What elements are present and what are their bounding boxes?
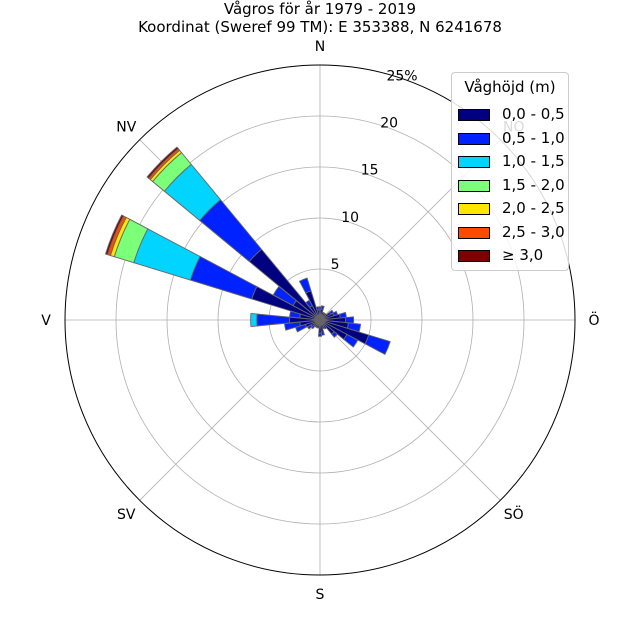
radial-tick-label: 15	[361, 163, 379, 179]
legend-swatch	[458, 203, 490, 215]
rose-bar-segment	[298, 277, 312, 294]
rose-bar-segment	[344, 316, 355, 324]
direction-label: S	[316, 587, 325, 603]
rose-bar-segment	[317, 332, 323, 337]
legend-label: 0,5 - 1,0	[502, 128, 565, 147]
rose-bar-segment	[250, 312, 258, 328]
legend-swatch	[458, 132, 490, 145]
legend: Våghöjd (m) 0,0 - 0,5 0,5 - 1,0 1,0 - 1,5 1…	[451, 72, 569, 271]
rose-bar-segment	[343, 333, 359, 348]
legend-label: 1,5 - 2,0	[502, 175, 565, 194]
grid-spoke	[319, 319, 501, 501]
outer-boundary	[64, 64, 576, 576]
legend-swatch	[458, 179, 490, 192]
rose-bars	[104, 146, 391, 355]
rose-bar-segment	[364, 334, 391, 355]
legend-swatch	[458, 109, 490, 121]
radial-tick-label: 5	[331, 257, 340, 273]
rose-bar-segment	[320, 305, 325, 310]
legend-swatch	[458, 156, 490, 168]
legend-title: Våghöjd (m)	[464, 78, 556, 96]
direction-label: Ö	[588, 311, 599, 329]
rose-bar-segment	[315, 306, 320, 311]
rose-bar-segment	[331, 331, 338, 338]
grid-ring	[217, 217, 423, 423]
radial-tick-label: 10	[341, 210, 359, 226]
legend-label: 0,0 - 0,5	[502, 105, 565, 123]
rose-bar-segment	[104, 214, 125, 256]
legend-label: ≥ 3,0	[502, 246, 544, 264]
direction-label: N	[315, 39, 325, 55]
rose-bar-segment	[146, 146, 179, 179]
chart-title: Vågros för år 1979 - 2019	[223, 0, 417, 18]
legend-label: 2,5 - 3,0	[502, 222, 565, 241]
rose-bar-segment	[189, 255, 258, 300]
grid-ring	[115, 115, 525, 525]
direction-label: SV	[117, 507, 136, 523]
radial-tick-labels: 5 10 15 20 25%	[331, 68, 418, 272]
direction-label: V	[41, 313, 51, 329]
direction-label: SÖ	[504, 505, 524, 523]
legend-label: 1,0 - 1,5	[502, 152, 565, 170]
rose-bar-segment	[338, 311, 347, 319]
chart-subtitle: Koordinat (Sweref 99 TM): E 353388, N 62…	[138, 18, 502, 36]
radial-tick-label: 25%	[386, 68, 417, 84]
direction-label: NV	[116, 119, 136, 135]
grid-spoke	[139, 319, 321, 501]
grid-ring	[166, 166, 474, 474]
radial-tick-label: 20	[380, 116, 398, 132]
legend-swatch	[458, 250, 490, 262]
legend-label: 2,0 - 2,5	[502, 199, 565, 217]
legend-swatch	[458, 226, 490, 239]
